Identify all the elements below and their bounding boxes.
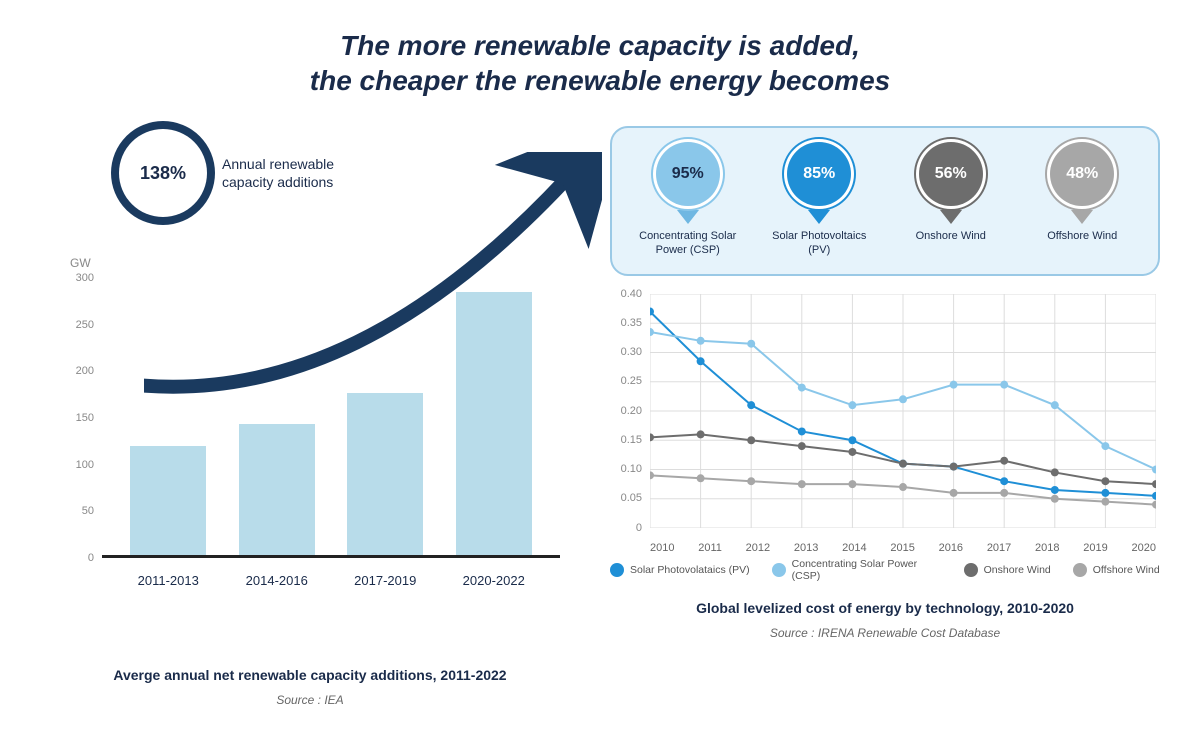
stat-circle: 56% — [919, 142, 983, 206]
line-chart-x-tick: 2014 — [842, 542, 866, 554]
stat-label: Onshore Wind — [916, 230, 986, 244]
stat-box: 95% Concentrating Solar Power (CSP) 85% Sol… — [610, 126, 1160, 276]
bar-slot — [331, 278, 440, 555]
legend-label: Solar Photovolataics (PV) — [630, 564, 750, 576]
bar-chart-x-tick: 2014-2016 — [223, 573, 332, 588]
line-chart-source: Source : IRENA Renewable Cost Database — [610, 626, 1160, 640]
stat-circle: 95% — [656, 142, 720, 206]
line-chart-x-tick: 2018 — [1035, 542, 1059, 554]
bar-chart-y-tick: 100 — [66, 459, 94, 471]
line-chart-svg — [650, 294, 1156, 528]
stat-item: 85% Solar Photovoltaics (PV) — [754, 142, 886, 258]
line-chart-y-tick: 0.35 — [610, 317, 642, 329]
bar-chart-y-tick: 0 — [66, 552, 94, 564]
stat-item: 48% Offshore Wind — [1017, 142, 1149, 244]
stat-item: 95% Concentrating Solar Power (CSP) — [622, 142, 754, 258]
line-chart-x-labels: 2010 2011 2012 2013 2014 2015 2016 2017 2018 2019… — [650, 542, 1156, 554]
bar-chart-y-tick: 50 — [66, 505, 94, 517]
growth-badge-label: Annual renewable capacity additions — [222, 155, 372, 191]
line-chart-plot — [650, 294, 1156, 528]
line-chart-x-tick: 2015 — [890, 542, 914, 554]
bar-chart-x-tick: 2020-2022 — [440, 573, 549, 588]
panels: 138% Annual renewable capacity additions… — [0, 118, 1200, 739]
legend-swatch-icon — [964, 563, 978, 577]
legend-item: Concentrating Solar Power (CSP) — [772, 558, 942, 582]
bar-chart-bars — [102, 278, 560, 555]
line-chart-y-tick: 0 — [610, 522, 642, 534]
bar-slot — [223, 278, 332, 555]
legend-item: Solar Photovolataics (PV) — [610, 563, 750, 577]
legend-swatch-icon — [1073, 563, 1087, 577]
line-chart-y-tick: 0.15 — [610, 434, 642, 446]
line-chart-x-tick: 2012 — [746, 542, 770, 554]
bar — [130, 446, 206, 555]
line-chart-x-tick: 2020 — [1132, 542, 1156, 554]
legend-item: Onshore Wind — [964, 563, 1051, 577]
legend-label: Concentrating Solar Power (CSP) — [792, 558, 942, 582]
title-line-1: The more renewable capacity is added, — [0, 28, 1200, 63]
legend-swatch-icon — [772, 563, 786, 577]
stat-item: 56% Onshore Wind — [885, 142, 1017, 244]
down-arrow-icon — [1071, 210, 1093, 224]
line-chart-y-tick: 0.25 — [610, 375, 642, 387]
line-chart-y-tick: 0.40 — [610, 288, 642, 300]
growth-badge: 138% — [122, 132, 204, 214]
bar-chart-y-tick: 150 — [66, 412, 94, 424]
stat-label: Concentrating Solar Power (CSP) — [633, 230, 743, 258]
badge-wrap: 138% Annual renewable capacity additions — [122, 132, 372, 214]
title-line-2: the cheaper the renewable energy becomes — [0, 63, 1200, 98]
bar-chart-source: Source : IEA — [60, 693, 560, 707]
line-chart-legend: Solar Photovolataics (PV) Concentrating S… — [610, 558, 1160, 582]
right-panel: 95% Concentrating Solar Power (CSP) 85% Sol… — [600, 118, 1200, 739]
line-chart-caption: Global levelized cost of energy by techn… — [610, 600, 1160, 616]
stat-label: Solar Photovoltaics (PV) — [764, 230, 874, 258]
line-chart-y-tick: 0.20 — [610, 405, 642, 417]
page-title: The more renewable capacity is added, th… — [0, 0, 1200, 98]
line-chart-x-tick: 2011 — [698, 542, 722, 554]
line-chart-x-tick: 2017 — [987, 542, 1011, 554]
line-chart-x-tick: 2019 — [1083, 542, 1107, 554]
line-chart-y-tick: 0.10 — [610, 463, 642, 475]
line-chart-x-tick: 2016 — [939, 542, 963, 554]
legend-label: Onshore Wind — [984, 564, 1051, 576]
line-chart: 2010 2011 2012 2013 2014 2015 2016 2017 2018 2019… — [610, 294, 1160, 554]
bar-chart-y-tick: 300 — [66, 272, 94, 284]
bar-chart-y-unit: GW — [70, 256, 91, 270]
line-chart-y-tick: 0.05 — [610, 492, 642, 504]
line-chart-x-tick: 2013 — [794, 542, 818, 554]
line-chart-x-tick: 2010 — [650, 542, 674, 554]
bar-chart-caption: Averge annual net renewable capacity add… — [60, 667, 560, 683]
left-panel: 138% Annual renewable capacity additions… — [0, 118, 600, 739]
bar — [239, 424, 315, 555]
bar-chart-x-labels: 2011-20132014-20162017-20192020-2022 — [102, 565, 560, 588]
bar-chart-y-tick: 200 — [66, 365, 94, 377]
legend-swatch-icon — [610, 563, 624, 577]
bar — [456, 292, 532, 555]
bar-chart: GW 2011-20132014-20162017-20192020-2022 … — [60, 278, 560, 588]
legend-label: Offshore Wind — [1093, 564, 1160, 576]
line-chart-y-tick: 0.30 — [610, 346, 642, 358]
bar-slot — [440, 278, 549, 555]
legend-item: Offshore Wind — [1073, 563, 1160, 577]
growth-badge-value: 138% — [140, 163, 186, 184]
bar-chart-x-tick: 2017-2019 — [331, 573, 440, 588]
bar-slot — [114, 278, 223, 555]
down-arrow-icon — [940, 210, 962, 224]
down-arrow-icon — [677, 210, 699, 224]
bar-chart-x-tick: 2011-2013 — [114, 573, 223, 588]
bar-chart-plot — [102, 278, 560, 558]
bar-chart-y-tick: 250 — [66, 319, 94, 331]
down-arrow-icon — [808, 210, 830, 224]
stat-circle: 85% — [787, 142, 851, 206]
stat-label: Offshore Wind — [1047, 230, 1117, 244]
bar — [347, 393, 423, 555]
stat-circle: 48% — [1050, 142, 1114, 206]
